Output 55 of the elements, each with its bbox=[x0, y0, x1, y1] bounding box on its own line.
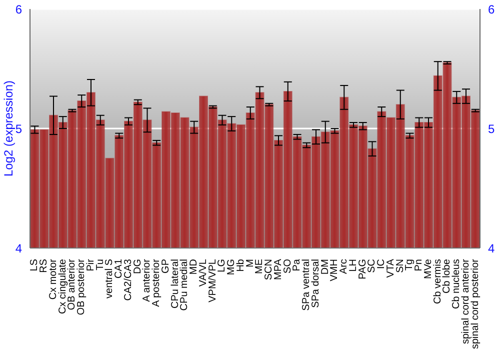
x-tick-label: Tg bbox=[404, 259, 416, 271]
x-tick-label: ME bbox=[254, 258, 266, 274]
x-tick-label: Cb nucleus bbox=[451, 259, 462, 310]
x-tick-label: Tu bbox=[94, 259, 106, 270]
y2-tick-label: 5 bbox=[488, 122, 495, 136]
y2-tick-label: 4 bbox=[488, 241, 495, 256]
x-tick-label: CA1 bbox=[114, 258, 125, 278]
x-tick-label: MD bbox=[188, 259, 200, 275]
x-tick-label: LG bbox=[216, 258, 228, 272]
x-tick-label: LH bbox=[348, 259, 359, 272]
x-tick-label: Cx motor bbox=[48, 258, 59, 300]
x-tick-label: DG bbox=[132, 258, 144, 274]
x-tick-label: SCN bbox=[264, 259, 275, 280]
x-tick-label: SO bbox=[282, 258, 294, 274]
y-tick-label: 6 bbox=[15, 2, 22, 16]
x-tick-label: VA/VL bbox=[198, 258, 209, 287]
y-tick-label: 4 bbox=[15, 241, 22, 256]
x-tick-label: VMH bbox=[329, 259, 340, 282]
x-tick-label: SPa ventral bbox=[301, 259, 312, 311]
y-axis-title: Log2 (expression) bbox=[1, 80, 16, 176]
x-tick-label: SPa dorsal bbox=[310, 259, 322, 308]
x-tick-label: Pn bbox=[414, 259, 425, 272]
x-tick-label: LS bbox=[29, 258, 40, 272]
x-tick-label: GP bbox=[160, 258, 172, 274]
x-tick-label: PAG bbox=[357, 258, 368, 280]
x-tick-label: SC bbox=[366, 259, 378, 273]
x-tick-label: M bbox=[244, 259, 256, 268]
x-tick-label: MVe bbox=[422, 258, 434, 280]
x-tick-label: Hb bbox=[235, 258, 246, 272]
x-tick-label: Cx cingulate bbox=[57, 258, 68, 314]
x-tick-label: Pa bbox=[292, 258, 303, 272]
x-tick-label: Pir bbox=[85, 258, 96, 272]
x-tick-label: VTA bbox=[385, 258, 396, 278]
y2-tick-label: 6 bbox=[488, 2, 495, 16]
x-tick-label: A posterior bbox=[151, 258, 162, 307]
x-tick-label: Cb vermis bbox=[432, 259, 444, 304]
x-tick-label: RS bbox=[38, 258, 50, 273]
x-tick-label: Arc bbox=[338, 259, 350, 274]
x-tick-label: DM bbox=[320, 259, 331, 275]
x-tick-label: Cb lobe bbox=[442, 258, 453, 294]
x-tick-label: IC bbox=[376, 259, 388, 269]
x-tick-label: CA2/CA3 bbox=[122, 258, 134, 301]
x-tick-label: spinal cord anterior bbox=[460, 258, 472, 344]
x-tick-label: A anterior bbox=[142, 258, 153, 302]
x-tick-label: OB anterior bbox=[66, 258, 78, 310]
x-tick-label: spinal cord posterior bbox=[470, 258, 481, 350]
x-tick-label: SN bbox=[394, 259, 406, 273]
x-tick-label: CPu lateral bbox=[170, 259, 181, 308]
y-tick-label: 5 bbox=[15, 122, 22, 136]
x-tick-label: MPA bbox=[272, 258, 284, 280]
x-tick-label: CPu medial bbox=[179, 259, 190, 311]
x-tick-label: VPM/VPL bbox=[207, 258, 218, 302]
x-tick-label: ventral S bbox=[104, 258, 116, 298]
x-tick-label: OB posterior bbox=[76, 258, 88, 316]
x-tick-label: MG bbox=[226, 258, 238, 276]
